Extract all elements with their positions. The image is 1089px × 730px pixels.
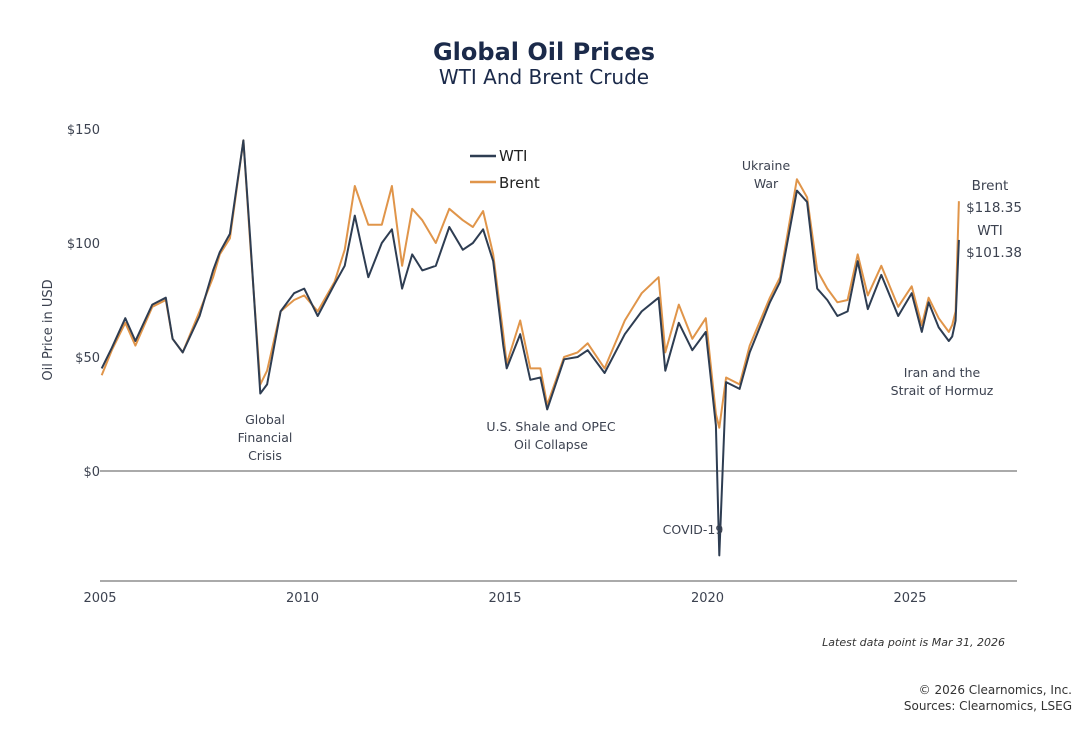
x-tick-label: 2020 xyxy=(691,591,724,606)
x-tick-label: 2025 xyxy=(893,591,926,606)
y-tick-label: $50 xyxy=(75,351,100,366)
annotation-line: Crisis xyxy=(248,448,282,463)
end-label-wti-name: WTI xyxy=(977,223,1003,239)
y-tick-label: $100 xyxy=(67,237,100,252)
y-tick-label: $0 xyxy=(83,465,100,480)
annotation: Ukraine War xyxy=(742,158,791,191)
sources: Sources: Clearnomics, LSEG xyxy=(904,699,1072,713)
copyright: © 2026 Clearnomics, Inc. xyxy=(919,683,1072,697)
series-line-wti xyxy=(100,139,960,557)
annotation-line: U.S. Shale and OPEC xyxy=(486,419,615,434)
annotation-line: Financial xyxy=(238,430,293,445)
annotation-line: Global xyxy=(245,412,285,427)
legend-brent-label: Brent xyxy=(499,174,540,192)
x-tick-label: 2005 xyxy=(83,591,116,606)
chart-title: Global Oil Prices xyxy=(433,38,655,66)
annotation: U.S. Shale and OPEC Oil Collapse xyxy=(486,419,615,452)
annotation-line: Oil Collapse xyxy=(514,437,588,452)
x-tick-label: 2015 xyxy=(488,591,521,606)
annotation: Global Financial Crisis xyxy=(238,412,293,463)
legend: WTI Brent xyxy=(470,147,540,192)
x-tick-label: 2010 xyxy=(286,591,319,606)
legend-wti-label: WTI xyxy=(499,147,527,165)
latest-data-note: Latest data point is Mar 31, 2026 xyxy=(822,636,1005,649)
end-label-brent-name: Brent xyxy=(972,178,1009,194)
annotation-line: Ukraine xyxy=(742,158,791,173)
annotation-line: COVID-19 xyxy=(663,522,724,537)
annotation-line: Iran and the xyxy=(904,365,981,380)
annotation-line: Strait of Hormuz xyxy=(891,383,994,398)
y-tick-label: $150 xyxy=(67,123,100,138)
annotation: COVID-19 xyxy=(663,522,724,537)
chart-subtitle: WTI And Brent Crude xyxy=(439,65,649,89)
end-labels: Brent $118.35 WTI $101.38 xyxy=(966,178,1022,261)
end-label-brent-value: $118.35 xyxy=(966,200,1022,216)
end-label-wti-value: $101.38 xyxy=(966,245,1022,261)
y-axis-label: Oil Price in USD xyxy=(41,279,56,380)
annotation: Iran and the Strait of Hormuz xyxy=(891,365,994,398)
annotation-line: War xyxy=(754,176,779,191)
